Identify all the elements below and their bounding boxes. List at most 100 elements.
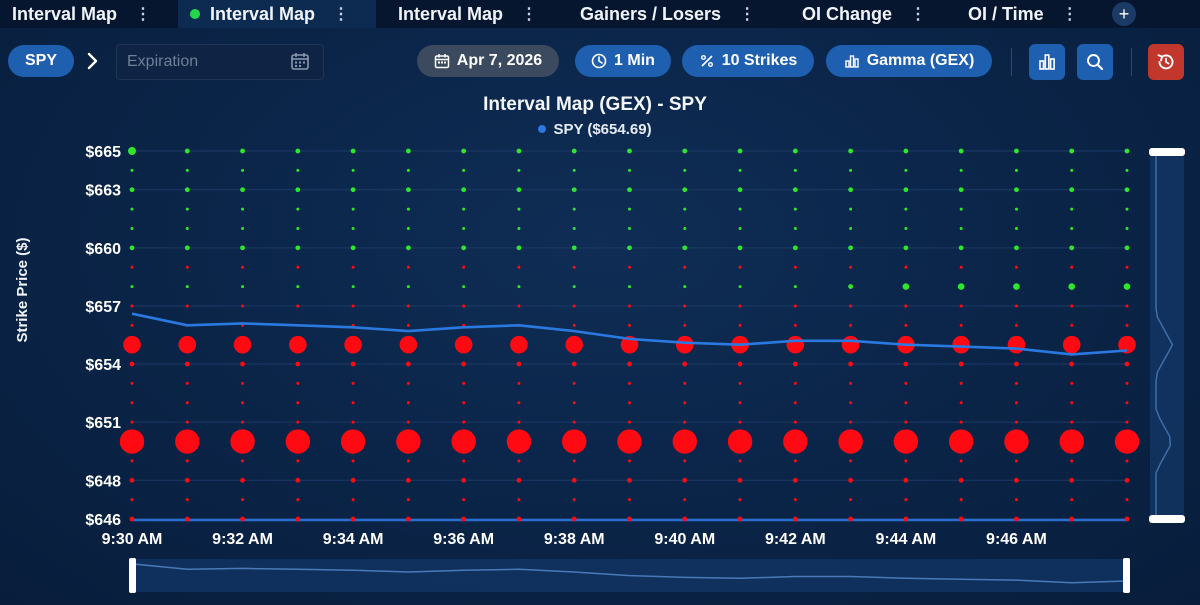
- gex-bubble[interactable]: [904, 304, 908, 308]
- gex-bubble[interactable]: [1007, 335, 1026, 354]
- tab-interval-map-1[interactable]: Interval Map ⋮: [0, 0, 178, 28]
- gex-bubble[interactable]: [1070, 420, 1074, 424]
- gex-bubble[interactable]: [1069, 361, 1075, 367]
- vertical-range-handle-top[interactable]: [1149, 148, 1185, 156]
- gex-bubble[interactable]: [517, 168, 521, 172]
- gex-bubble[interactable]: [683, 265, 687, 269]
- gex-bubble[interactable]: [461, 361, 467, 367]
- gex-bubble[interactable]: [683, 226, 687, 230]
- reset-button[interactable]: [1148, 44, 1184, 80]
- gex-bubble[interactable]: [904, 226, 908, 230]
- gex-bubble[interactable]: [1125, 207, 1129, 211]
- gex-bubble[interactable]: [959, 459, 963, 463]
- gex-bubble[interactable]: [628, 304, 631, 308]
- gex-bubble[interactable]: [461, 187, 467, 193]
- gex-bubble[interactable]: [1125, 226, 1129, 230]
- gex-bubble[interactable]: [904, 420, 908, 424]
- gex-bubble[interactable]: [627, 477, 632, 483]
- gex-bubble[interactable]: [572, 381, 576, 385]
- gex-bubble[interactable]: [350, 516, 356, 522]
- gex-bubble[interactable]: [672, 429, 697, 454]
- gex-bubble[interactable]: [849, 401, 853, 405]
- gex-bubble[interactable]: [240, 477, 245, 483]
- gex-bubble[interactable]: [461, 148, 467, 154]
- gex-bubble[interactable]: [406, 323, 410, 327]
- gex-bubble[interactable]: [959, 304, 963, 308]
- gex-bubble[interactable]: [1070, 459, 1074, 463]
- gex-bubble[interactable]: [130, 381, 134, 385]
- gex-bubble[interactable]: [517, 226, 521, 230]
- gex-bubble[interactable]: [295, 477, 301, 483]
- gex-bubble[interactable]: [1014, 401, 1018, 405]
- interval-button[interactable]: 1 Min: [575, 45, 671, 77]
- gex-bubble[interactable]: [240, 516, 245, 522]
- gex-bubble[interactable]: [184, 148, 190, 154]
- gex-bubble[interactable]: [904, 323, 908, 327]
- strikes-button[interactable]: 10 Strikes: [682, 45, 814, 77]
- gex-bubble[interactable]: [405, 148, 411, 154]
- gex-bubble[interactable]: [849, 381, 853, 385]
- gex-bubble[interactable]: [129, 187, 135, 193]
- gex-bubble[interactable]: [628, 459, 631, 463]
- gex-bubble[interactable]: [1014, 516, 1019, 522]
- gex-bubble[interactable]: [516, 361, 522, 367]
- tab-oi-change[interactable]: OI Change ⋮: [776, 0, 944, 28]
- gex-bubble[interactable]: [849, 226, 853, 230]
- gex-bubble[interactable]: [683, 323, 687, 327]
- gex-bubble[interactable]: [959, 265, 963, 269]
- gex-bubble[interactable]: [1124, 245, 1130, 251]
- gex-bubble[interactable]: [793, 401, 797, 405]
- gex-bubble[interactable]: [130, 459, 134, 463]
- gex-bubble[interactable]: [1069, 148, 1075, 154]
- gex-bubble[interactable]: [175, 429, 200, 454]
- gex-bubble[interactable]: [351, 226, 355, 230]
- gex-bubble[interactable]: [902, 283, 910, 290]
- gex-bubble[interactable]: [233, 335, 252, 354]
- gex-bubble[interactable]: [517, 265, 521, 269]
- gex-bubble[interactable]: [184, 516, 190, 522]
- gex-bubble[interactable]: [351, 459, 355, 463]
- gex-bubble[interactable]: [129, 245, 135, 251]
- gex-bubble[interactable]: [129, 361, 135, 367]
- gex-bubble[interactable]: [185, 401, 189, 405]
- gex-bubble[interactable]: [904, 459, 908, 463]
- gex-bubble[interactable]: [405, 477, 411, 483]
- gex-bubble[interactable]: [1125, 401, 1129, 405]
- gex-bubble[interactable]: [516, 516, 522, 522]
- gex-bubble[interactable]: [683, 285, 687, 289]
- gex-bubble[interactable]: [506, 429, 532, 454]
- kebab-menu-icon[interactable]: ⋮: [1061, 6, 1078, 23]
- gex-bubble[interactable]: [682, 477, 688, 483]
- gex-bubble[interactable]: [903, 477, 909, 483]
- gex-bubble[interactable]: [1059, 429, 1084, 454]
- gex-bubble[interactable]: [241, 420, 245, 424]
- gex-bubble[interactable]: [903, 187, 909, 193]
- gex-bubble[interactable]: [1070, 304, 1074, 308]
- gex-bubble[interactable]: [738, 323, 742, 327]
- gex-bubble[interactable]: [184, 187, 190, 193]
- gex-bubble[interactable]: [1069, 245, 1075, 251]
- gex-bubble[interactable]: [959, 323, 963, 327]
- gex-bubble[interactable]: [406, 285, 410, 289]
- gex-bubble[interactable]: [959, 420, 963, 424]
- gex-bubble[interactable]: [516, 148, 522, 154]
- horizontal-range-handle-left[interactable]: [129, 558, 136, 593]
- gex-bubble[interactable]: [628, 168, 631, 172]
- gex-bubble[interactable]: [793, 226, 797, 230]
- gex-bubble[interactable]: [1125, 420, 1129, 424]
- gex-bubble[interactable]: [738, 498, 742, 502]
- gex-bubble[interactable]: [462, 420, 466, 424]
- gex-bubble[interactable]: [241, 498, 245, 502]
- tab-interval-map-2[interactable]: Interval Map ⋮: [178, 0, 376, 28]
- gex-bubble[interactable]: [1014, 207, 1018, 211]
- gex-bubble[interactable]: [572, 168, 576, 172]
- gex-bubble[interactable]: [406, 226, 410, 230]
- gex-bubble[interactable]: [405, 516, 411, 522]
- gex-bubble[interactable]: [123, 335, 141, 354]
- gex-bubble[interactable]: [285, 429, 311, 454]
- gex-bubble[interactable]: [295, 245, 301, 251]
- gex-bubble[interactable]: [1013, 283, 1020, 290]
- gex-bubble[interactable]: [351, 304, 355, 308]
- metric-button[interactable]: Gamma (GEX): [826, 45, 992, 77]
